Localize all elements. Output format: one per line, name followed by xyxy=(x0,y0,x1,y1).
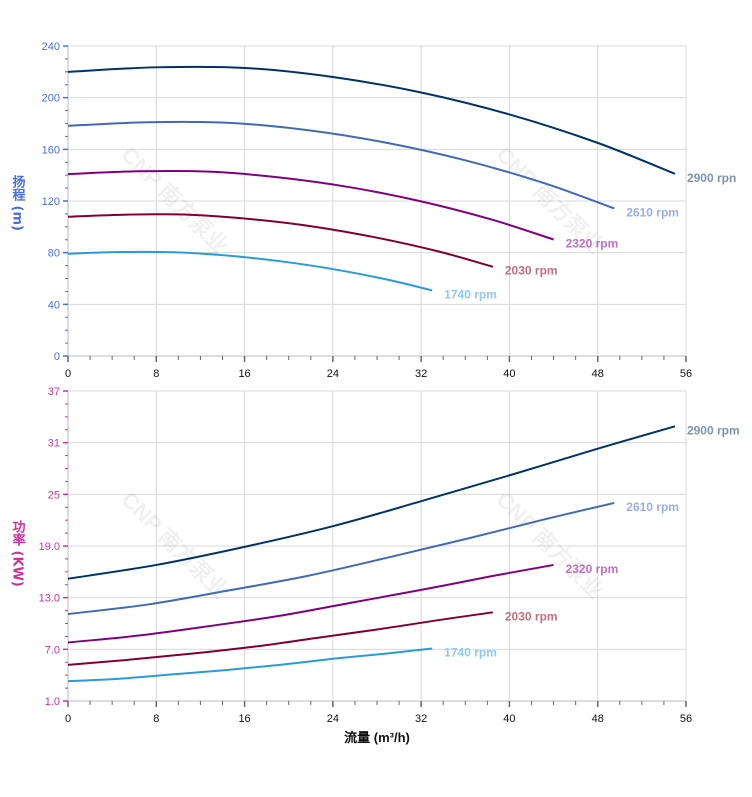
series-line-2320-rpm xyxy=(67,169,554,241)
x-tick-label: 24 xyxy=(327,368,339,380)
series-line-1740-rpm xyxy=(67,647,433,683)
x-tick-label: 0 xyxy=(65,368,71,380)
x-tick-label: 40 xyxy=(503,368,515,380)
x-tick-label: 48 xyxy=(592,713,604,725)
y-tick-label: 1.0 xyxy=(45,696,60,708)
x-axis-label: 流量 (m³/h) xyxy=(344,730,410,745)
y-tick-label: 25 xyxy=(48,489,60,501)
series-label: 2030 rpm xyxy=(505,264,558,278)
power-chart: 1.0 7.0 13.0 19.0 25 31 37 0 8 16 24 32 40 48 56 功率 (KW… xyxy=(10,386,740,745)
series-line-2030-rpm xyxy=(67,611,494,666)
x-tick-label: 24 xyxy=(327,713,339,725)
series-label: 2610 rpm xyxy=(626,500,679,514)
head-chart: 0 40 80 120 160 200 240 0 8 16 24 32 40 48 56 扬程 (m) CNP… xyxy=(10,41,737,380)
series-label: 2610 rpm xyxy=(626,205,679,219)
y-tick-label: 37 xyxy=(48,386,60,398)
y-tick-label: 0 xyxy=(54,351,60,363)
series-label: 2030 rpm xyxy=(505,609,558,623)
x-tick-label: 32 xyxy=(415,713,427,725)
series-line-2900-rpm xyxy=(67,425,676,580)
y-axis-label: 功率 (KW) xyxy=(10,520,26,587)
y-tick-label: 40 xyxy=(48,299,60,311)
series-label: 1740 rpm xyxy=(444,287,497,301)
watermark-logo: CNP 南方泵业 xyxy=(116,487,233,604)
series-line-2030-rpm xyxy=(67,213,494,268)
x-tick-label: 16 xyxy=(238,368,250,380)
series-label: 2900 rpm xyxy=(687,423,740,437)
y-tick-label: 200 xyxy=(42,93,60,105)
y-tick-label: 240 xyxy=(42,41,60,53)
x-tick-label: 56 xyxy=(680,713,692,725)
y-tick-label: 19.0 xyxy=(39,541,60,553)
series-label: 2320 rpm xyxy=(566,562,619,576)
y-tick-label: 160 xyxy=(42,144,60,156)
y-tick-label: 7.0 xyxy=(45,644,60,656)
y-tick-label: 120 xyxy=(42,196,60,208)
x-tick-label: 56 xyxy=(680,368,692,380)
x-tick-label: 16 xyxy=(238,713,250,725)
watermark-logo: CNP 南方泵业 xyxy=(116,142,233,259)
y-tick-label: 80 xyxy=(48,248,60,260)
y-tick-label: 13.0 xyxy=(39,593,60,605)
x-tick-label: 32 xyxy=(415,368,427,380)
series-line-2610-rpm xyxy=(67,501,615,616)
series-label: 1740 rpm xyxy=(444,645,497,659)
series-label: 2900 rpn xyxy=(687,171,736,185)
y-tick-label: 31 xyxy=(48,438,60,450)
series-line-2610-rpm xyxy=(67,120,615,210)
y-axis-label: 扬程 (m) xyxy=(10,174,26,231)
x-tick-label: 40 xyxy=(503,713,515,725)
x-tick-label: 48 xyxy=(592,368,604,380)
x-tick-label: 8 xyxy=(153,368,159,380)
series-line-2320-rpm xyxy=(67,563,554,644)
x-tick-label: 8 xyxy=(153,713,159,725)
series-line-2900-rpm xyxy=(67,65,676,175)
series-line-1740-rpm xyxy=(67,250,433,292)
series-label: 2320 rpm xyxy=(566,236,619,250)
x-tick-label: 0 xyxy=(65,713,71,725)
